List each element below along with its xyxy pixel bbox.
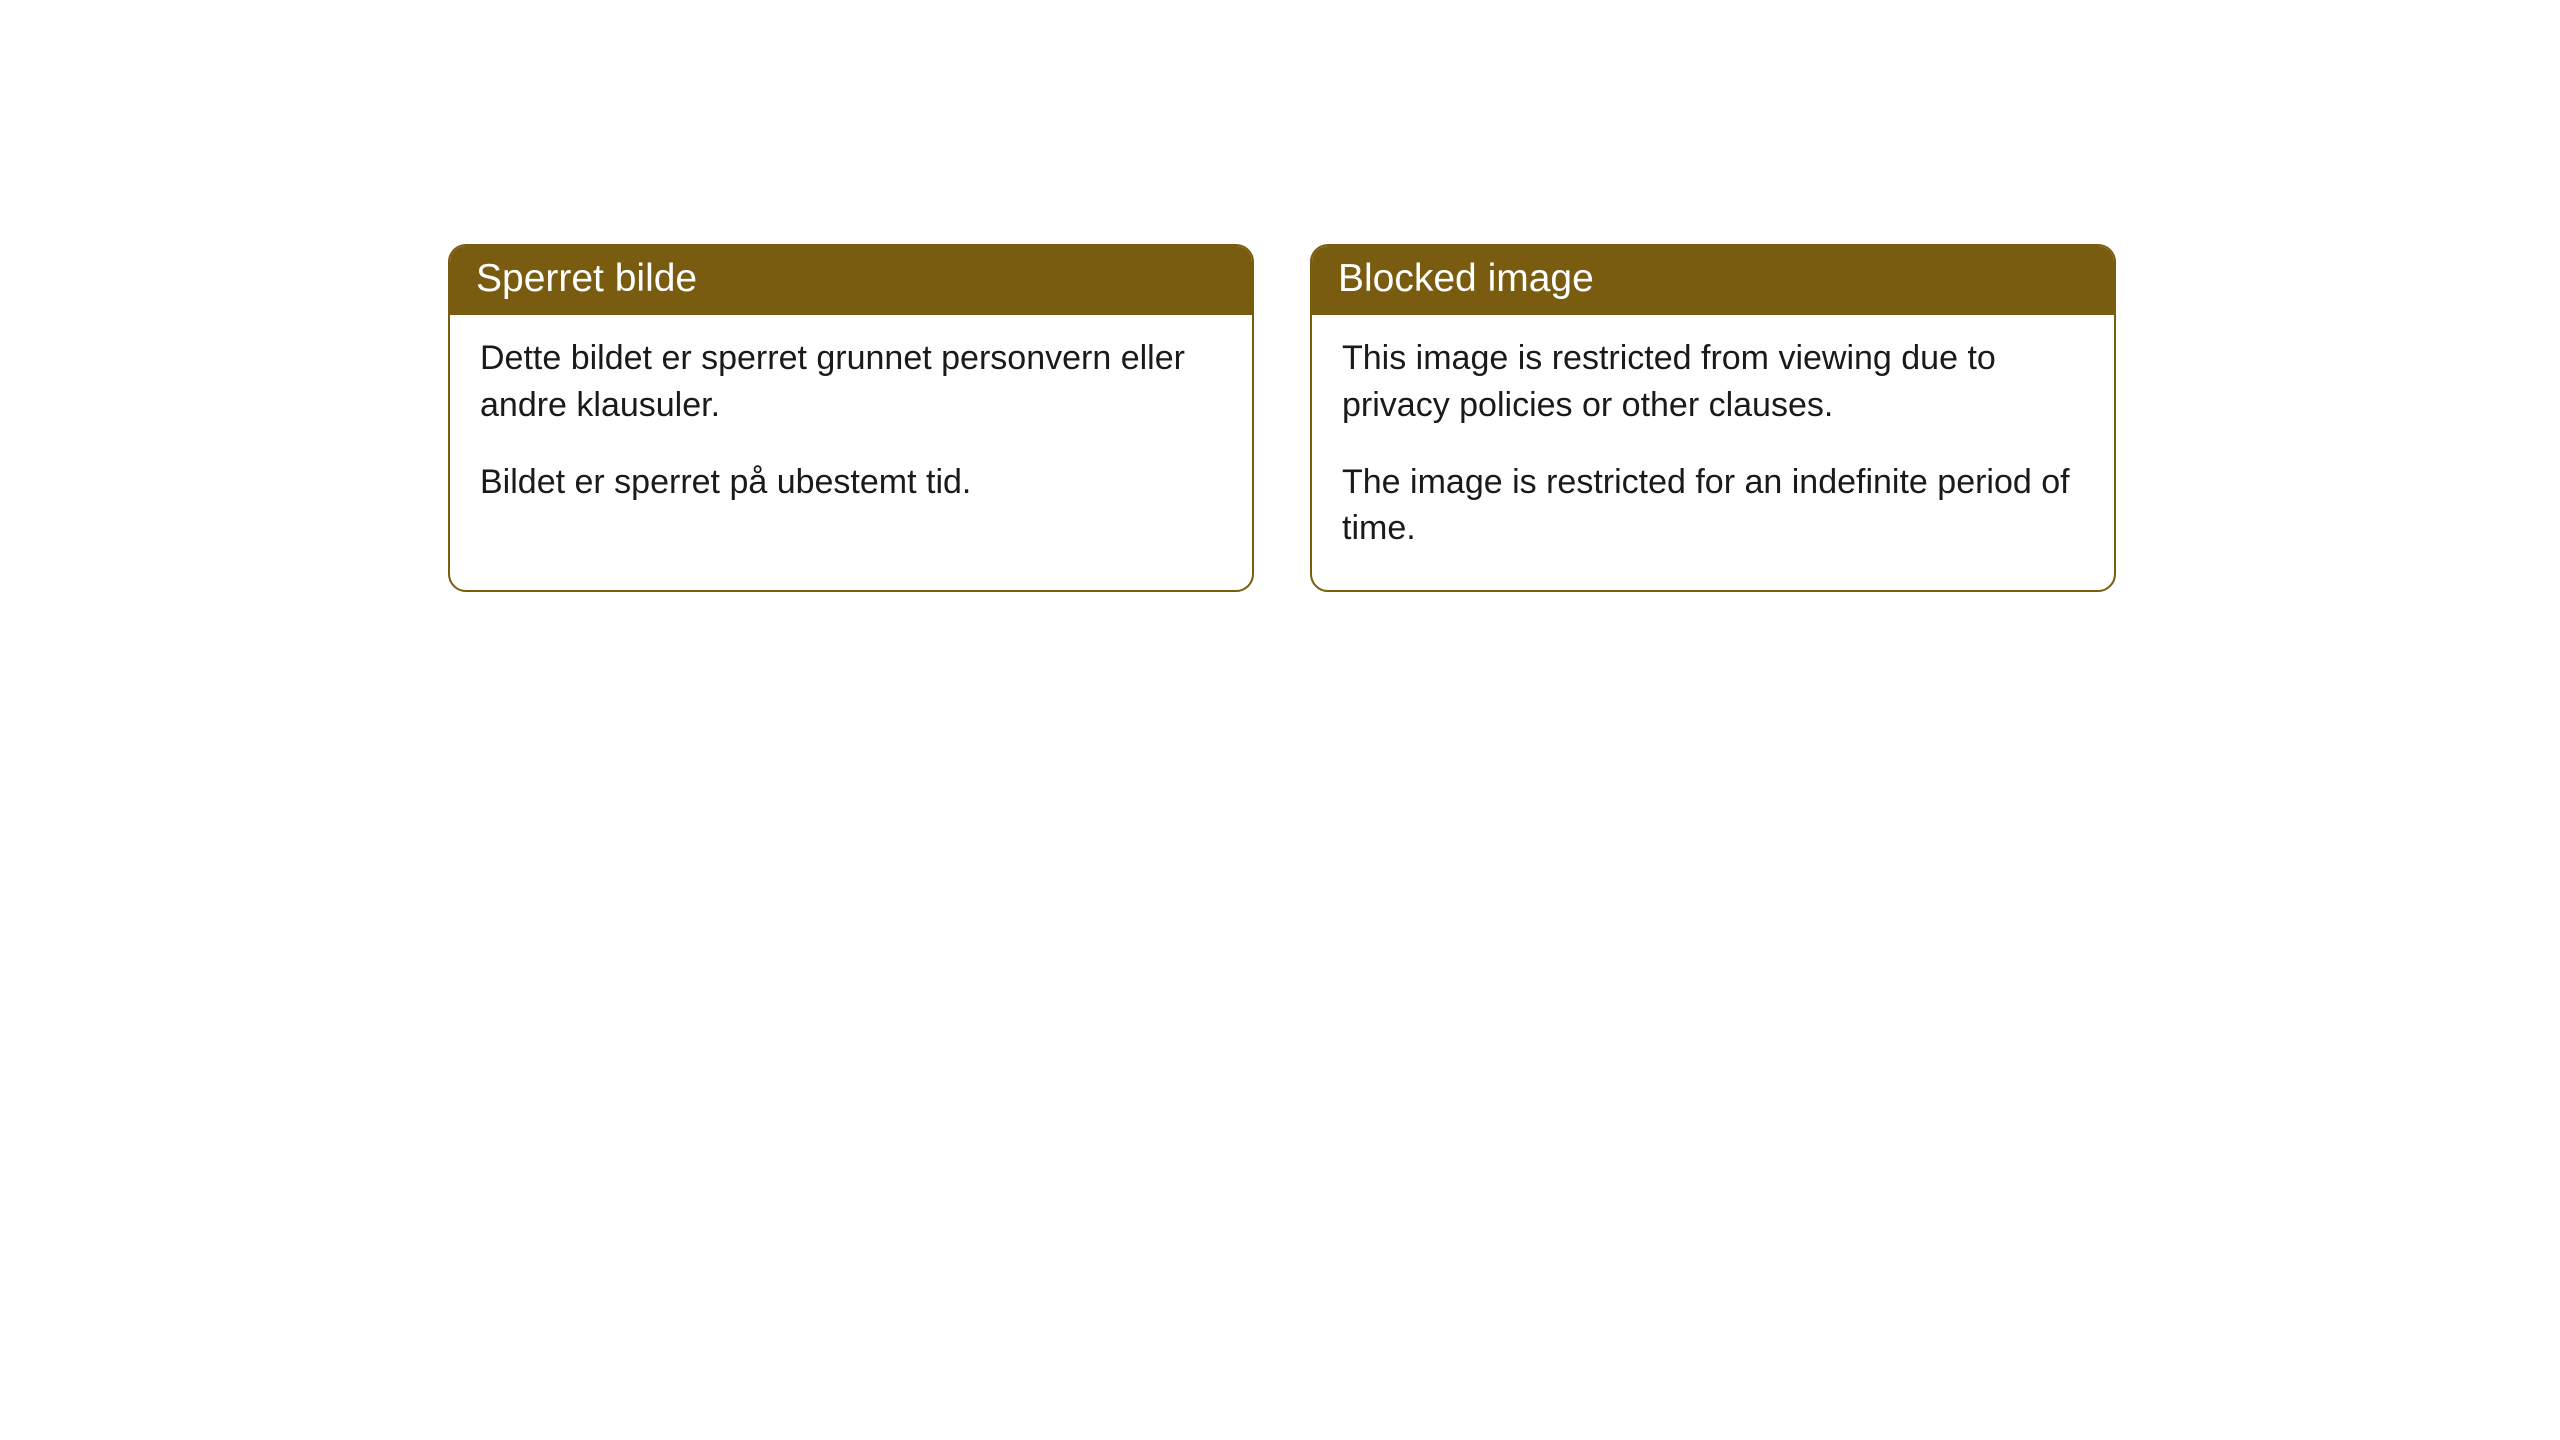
- notice-paragraph: Dette bildet er sperret grunnet personve…: [480, 335, 1222, 429]
- notice-card-norwegian: Sperret bilde Dette bildet er sperret gr…: [448, 244, 1254, 592]
- notice-paragraph: This image is restricted from viewing du…: [1342, 335, 2084, 429]
- notice-body: Dette bildet er sperret grunnet personve…: [450, 315, 1252, 544]
- notice-paragraph: The image is restricted for an indefinit…: [1342, 459, 2084, 553]
- notice-body: This image is restricted from viewing du…: [1312, 315, 2114, 591]
- notice-header: Sperret bilde: [450, 246, 1252, 315]
- notice-card-english: Blocked image This image is restricted f…: [1310, 244, 2116, 592]
- notice-container: Sperret bilde Dette bildet er sperret gr…: [448, 244, 2116, 592]
- notice-paragraph: Bildet er sperret på ubestemt tid.: [480, 459, 1222, 506]
- notice-header: Blocked image: [1312, 246, 2114, 315]
